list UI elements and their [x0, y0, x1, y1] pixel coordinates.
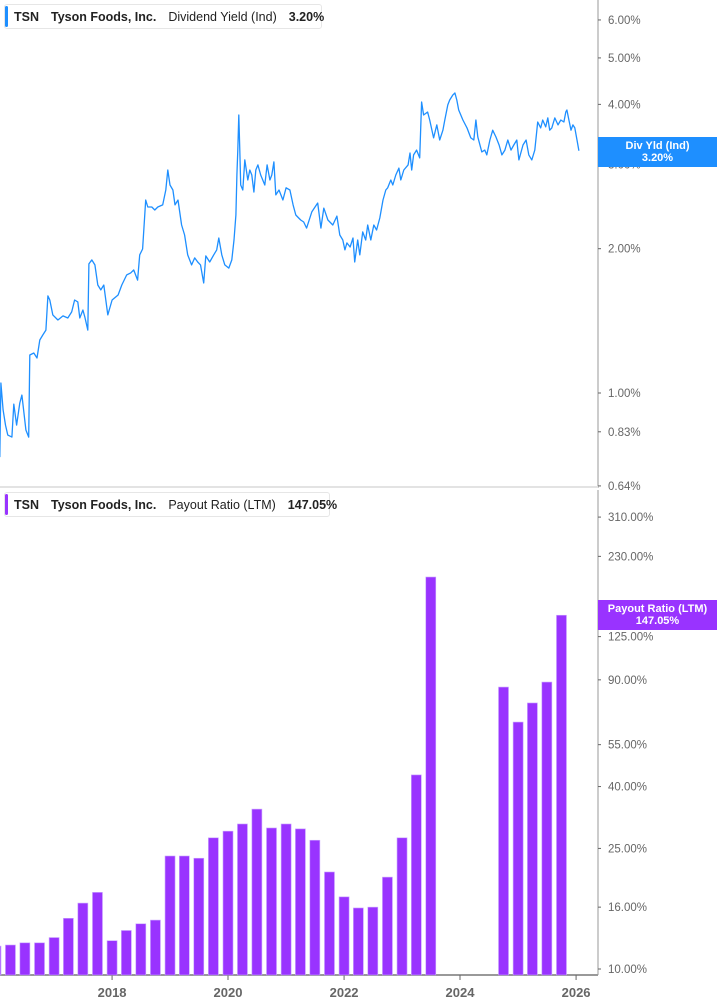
- y-tick-label: 90.00%: [608, 675, 647, 687]
- badge-value: 3.20%: [641, 152, 674, 164]
- y-tick-label: 4.00%: [608, 99, 641, 111]
- payout-bar: [92, 892, 103, 976]
- payout-bar: [0, 945, 2, 976]
- payout-bar: [280, 823, 292, 976]
- x-tick-label: 2022: [330, 985, 359, 1000]
- payout-bar: [411, 774, 422, 976]
- payout-bar: [179, 855, 190, 976]
- legend-ticker: TSN: [14, 497, 39, 512]
- dividend-yield-chart: 6.00%5.00%4.00%3.00%2.00%1.00%0.83%0.64%: [0, 0, 641, 493]
- y-tick-label: 16.00%: [608, 902, 647, 914]
- legend-value: 147.05%: [287, 497, 338, 512]
- payout-bar: [266, 827, 277, 976]
- payout-bar: [309, 839, 321, 976]
- payout-bar: [77, 902, 89, 976]
- payout-bar: [251, 808, 263, 976]
- legend-metric: Dividend Yield (Ind): [168, 9, 277, 24]
- badge-value: 147.05%: [635, 615, 680, 627]
- y-tick-label: 40.00%: [608, 782, 647, 794]
- payout-bar: [556, 614, 567, 976]
- payout-bar: [541, 681, 553, 976]
- last-value-badge-payout: Payout Ratio (LTM) 147.05%: [598, 600, 717, 630]
- legend-company: Tyson Foods, Inc.: [51, 9, 157, 24]
- payout-bar: [353, 907, 364, 976]
- y-tick-label: 0.83%: [608, 427, 641, 439]
- payout-bar: [237, 823, 248, 976]
- dividend-yield-line: [0, 92, 580, 458]
- y-tick-label: 55.00%: [608, 740, 647, 752]
- payout-bar: [106, 940, 118, 976]
- payout-bar: [208, 837, 219, 976]
- y-tick-label: 10.00%: [608, 964, 647, 976]
- legend-ticker: TSN: [14, 9, 39, 24]
- payout-bar: [324, 871, 335, 976]
- y-tick-label: 125.00%: [608, 632, 653, 644]
- y-tick-label: 25.00%: [608, 843, 647, 855]
- legend-value: 3.20%: [288, 9, 325, 24]
- payout-bar: [396, 837, 408, 976]
- x-tick-label: 2026: [562, 985, 591, 1000]
- payout-bar: [63, 917, 74, 976]
- y-tick-label: 230.00%: [608, 551, 653, 563]
- payout-bar: [512, 721, 524, 976]
- y-tick-label: 310.00%: [608, 512, 653, 524]
- legend-color-marker: [5, 494, 8, 515]
- payout-bar: [48, 937, 60, 976]
- badge-label: Div Yld (Ind): [625, 140, 690, 152]
- y-tick-label: 5.00%: [608, 53, 641, 65]
- payout-bar: [295, 828, 306, 976]
- badge-label: Payout Ratio (LTM): [607, 603, 708, 615]
- payout-bar: [135, 923, 147, 976]
- payout-bar: [19, 942, 31, 976]
- payout-bar: [367, 906, 379, 976]
- payout-bar: [338, 896, 350, 976]
- legend-metric: Payout Ratio (LTM): [168, 497, 276, 512]
- payout-bar: [382, 876, 393, 976]
- y-tick-label: 2.00%: [608, 244, 641, 256]
- payout-bar: [222, 830, 234, 976]
- payout-bar: [527, 702, 538, 976]
- legend-dividend-yield: TSN Tyson Foods, Inc. Dividend Yield (In…: [4, 4, 325, 29]
- payout-bar: [498, 686, 509, 976]
- payout-bar: [5, 944, 16, 976]
- y-tick-label: 6.00%: [608, 15, 641, 27]
- last-value-badge-yield: Div Yld (Ind) 3.20%: [598, 137, 717, 167]
- x-tick-label: 2020: [214, 985, 243, 1000]
- x-tick-label: 2024: [446, 985, 476, 1000]
- payout-bar: [121, 930, 132, 976]
- legend-payout-ratio: TSN Tyson Foods, Inc. Payout Ratio (LTM)…: [4, 492, 337, 517]
- payout-bar: [150, 919, 161, 976]
- y-tick-label: 1.00%: [608, 388, 641, 400]
- payout-bar: [164, 855, 176, 976]
- payout-bar: [425, 576, 437, 976]
- payout-bar: [34, 942, 45, 976]
- x-tick-label: 2018: [98, 985, 127, 1000]
- legend-color-marker: [5, 6, 8, 27]
- payout-bar: [193, 857, 205, 976]
- payout-ratio-chart: 310.00% 230.00% 125.00% 90.00% 55.00% 40.00% 2…: [0, 490, 653, 1000]
- y-tick-label: 0.64%: [608, 481, 641, 493]
- panel-divider: [0, 486, 598, 488]
- legend-company: Tyson Foods, Inc.: [51, 497, 157, 512]
